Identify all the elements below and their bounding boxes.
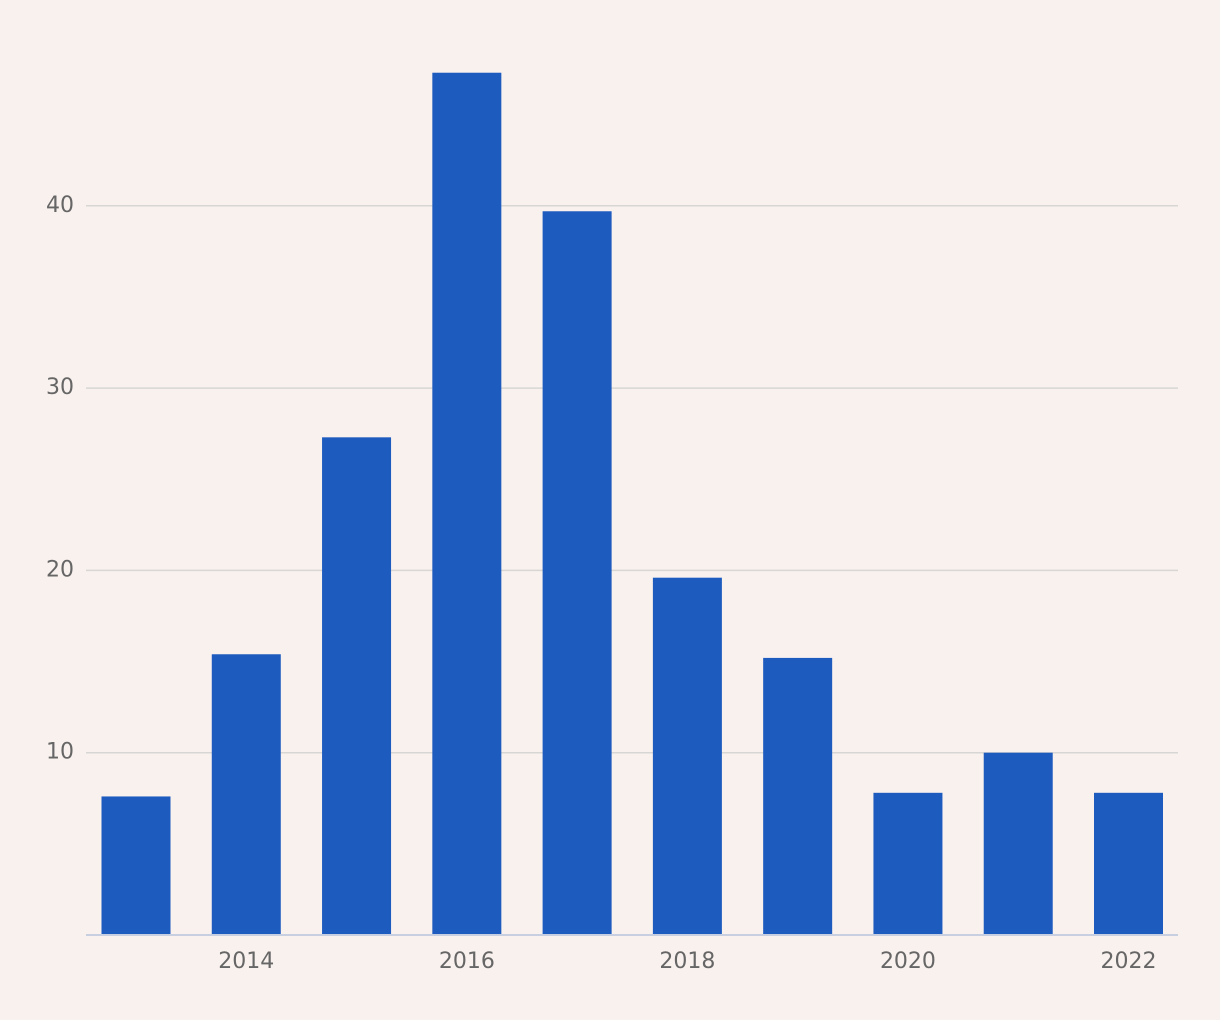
bar xyxy=(763,657,833,935)
bar xyxy=(101,796,171,935)
bar xyxy=(873,792,943,935)
y-tick-label: 30 xyxy=(46,375,74,400)
bar xyxy=(211,654,281,935)
y-tick-label: 20 xyxy=(46,557,74,582)
x-tick-label: 2020 xyxy=(880,949,936,974)
bar xyxy=(1094,792,1163,935)
bar xyxy=(652,577,722,935)
y-tick-label: 10 xyxy=(46,740,74,765)
x-tick-label: 2022 xyxy=(1101,949,1157,974)
x-tick-label: 2014 xyxy=(218,949,274,974)
y-tick-label: 40 xyxy=(46,193,74,218)
bar xyxy=(322,437,392,935)
bar xyxy=(432,72,502,935)
x-tick-label: 2016 xyxy=(439,949,495,974)
bar xyxy=(542,211,612,936)
x-tick-label: 2018 xyxy=(659,949,715,974)
bar xyxy=(983,752,1053,935)
